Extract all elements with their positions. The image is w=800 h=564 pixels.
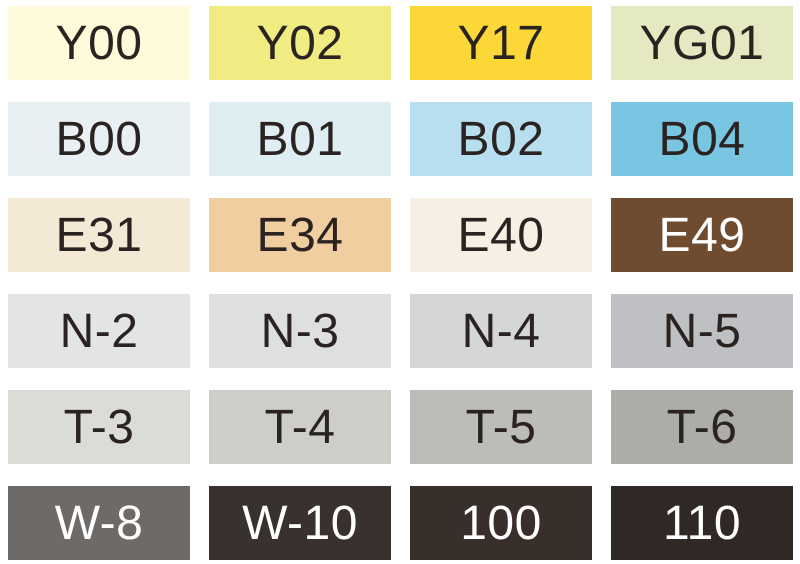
- swatch-label: Y17: [457, 17, 545, 70]
- swatch-label: N-5: [662, 305, 742, 358]
- swatch-e49: E49: [611, 198, 793, 272]
- swatch-b00: B00: [8, 102, 190, 176]
- swatch-e40: E40: [410, 198, 592, 272]
- swatch-e34: E34: [209, 198, 391, 272]
- swatch-y00: Y00: [8, 6, 190, 80]
- swatch-b01: B01: [209, 102, 391, 176]
- swatch-row-earth: E31 E34 E40 E49: [8, 198, 793, 272]
- swatch-w8: W-8: [8, 486, 190, 560]
- swatch-y17: Y17: [410, 6, 592, 80]
- swatch-n5: N-5: [611, 294, 793, 368]
- swatch-label: N-2: [59, 305, 139, 358]
- swatch-label: E34: [256, 209, 344, 262]
- swatch-label: 110: [662, 497, 742, 550]
- swatch-label: N-3: [260, 305, 340, 358]
- swatch-label: E31: [55, 209, 143, 262]
- swatch-label: T-3: [63, 401, 135, 454]
- swatch-b02: B02: [410, 102, 592, 176]
- swatch-w10: W-10: [209, 486, 391, 560]
- swatch-label: W-8: [54, 497, 144, 550]
- swatch-row-blue: B00 B01 B02 B04: [8, 102, 793, 176]
- swatch-label: T-6: [666, 401, 738, 454]
- swatch-label: T-4: [264, 401, 336, 454]
- swatch-row-neutral-gray: N-2 N-3 N-4 N-5: [8, 294, 793, 368]
- swatch-label: 100: [460, 497, 542, 550]
- swatch-n3: N-3: [209, 294, 391, 368]
- swatch-label: B00: [55, 113, 143, 166]
- swatch-t3: T-3: [8, 390, 190, 464]
- swatch-label: E40: [457, 209, 545, 262]
- swatch-yg01: YG01: [611, 6, 793, 80]
- swatch-n2: N-2: [8, 294, 190, 368]
- swatch-label: YG01: [639, 17, 765, 70]
- swatch-label: Y00: [55, 17, 143, 70]
- swatch-row-toner-gray: T-3 T-4 T-5 T-6: [8, 390, 793, 464]
- swatch-b04: B04: [611, 102, 793, 176]
- swatch-label: B04: [658, 113, 746, 166]
- swatch-100: 100: [410, 486, 592, 560]
- swatch-label: B01: [256, 113, 344, 166]
- swatch-e31: E31: [8, 198, 190, 272]
- swatch-t4: T-4: [209, 390, 391, 464]
- swatch-label: W-10: [242, 497, 358, 550]
- swatch-label: Y02: [256, 17, 344, 70]
- swatch-110: 110: [611, 486, 793, 560]
- swatch-row-dark: W-8 W-10 100 110: [8, 486, 793, 560]
- swatch-label: E49: [658, 209, 746, 262]
- swatch-label: B02: [457, 113, 545, 166]
- swatch-label: T-5: [465, 401, 537, 454]
- swatch-label: N-4: [461, 305, 541, 358]
- swatch-t6: T-6: [611, 390, 793, 464]
- swatch-n4: N-4: [410, 294, 592, 368]
- swatch-t5: T-5: [410, 390, 592, 464]
- swatch-y02: Y02: [209, 6, 391, 80]
- swatch-row-yellow: Y00 Y02 Y17 YG01: [8, 6, 793, 80]
